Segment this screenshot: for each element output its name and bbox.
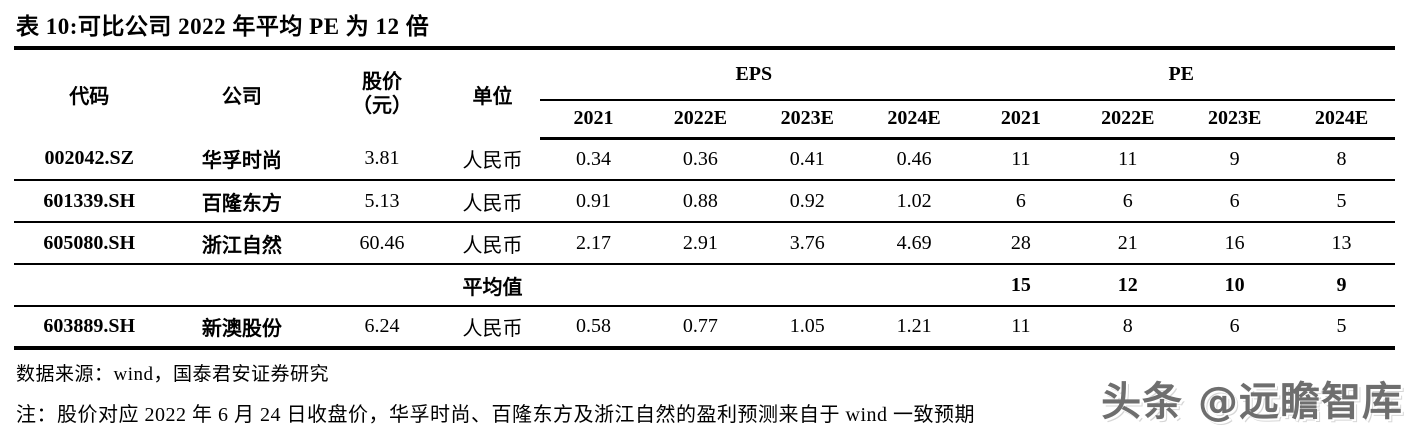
cell-code: 603889.SH (43, 315, 136, 337)
empty-cell (540, 264, 647, 307)
cell-pe-2024e: 5 (1336, 315, 1347, 337)
cell-pe-2024e: 8 (1288, 138, 1395, 181)
cell-eps-2021: 0.91 (540, 180, 647, 223)
cell-pe-2023e: 9 (1181, 138, 1289, 181)
cell-avg-pe-2024e: 9 (1288, 264, 1395, 307)
col-header-company: 公司 (221, 85, 262, 108)
cell-unit: 人民币 (462, 318, 523, 340)
empty-cell (164, 264, 320, 307)
table-row-xinao: 603889.SH 新澳股份 6.24 人民币 0.58 0.77 1.05 1… (14, 306, 1395, 348)
table-row-zhejiang: 605080.SH 浙江自然 60.46 人民币 2.17 2.91 3.76 … (14, 222, 1395, 265)
cell-pe-2022e: 11 (1074, 138, 1182, 181)
cell-pe-2024e: 13 (1288, 222, 1395, 265)
col-header-eps-2023e: 2023E (753, 100, 861, 140)
col-header-unit: 单位 (472, 85, 513, 108)
cell-eps-2024e: 4.69 (860, 222, 968, 265)
cell-eps-2023e: 1.05 (789, 315, 825, 337)
cell-company: 百隆东方 (164, 180, 320, 223)
footnote-line: 注：股价对应 2022 年 6 月 24 日收盘价，华孚时尚、百隆东方及浙江自然… (16, 404, 975, 426)
cell-avg-pe-2021: 15 (967, 264, 1075, 307)
col-header-pe-2024e: 2024E (1288, 100, 1395, 140)
cell-eps-2021: 0.34 (540, 138, 647, 181)
cell-eps-2022e: 2.91 (646, 222, 754, 265)
cell-price: 60.46 (319, 222, 445, 265)
col-header-code: 代码 (69, 85, 110, 108)
cell-unit: 人民币 (444, 138, 541, 181)
col-header-pe-2022e: 2022E (1074, 100, 1182, 140)
empty-cell (319, 264, 445, 307)
cell-pe-2023e: 6 (1181, 180, 1289, 223)
cell-pe-2021: 11 (967, 138, 1075, 181)
comparable-companies-table: 代码 公司 股价 （元） 单位 EPS PE 2021 2022E 2023E … (14, 50, 1395, 350)
cell-company: 新澳股份 (201, 318, 282, 340)
average-label: 平均值 (444, 264, 541, 307)
cell-pe-2023e: 6 (1229, 315, 1240, 337)
cell-avg-pe-2022e: 12 (1074, 264, 1182, 307)
col-header-pe-2021: 2021 (967, 100, 1075, 140)
cell-pe-2021: 28 (967, 222, 1075, 265)
cell-eps-2024e: 1.21 (896, 315, 932, 337)
empty-cell (860, 264, 968, 307)
cell-code: 605080.SH (14, 222, 165, 265)
header-year-row: 2021 2022E 2023E 2024E 2021 2022E 2023E … (14, 100, 1395, 140)
toutiao-watermark: 头条 @远瞻智库 (1101, 379, 1403, 425)
table-row-average: 平均值 15 12 10 9 (14, 264, 1395, 307)
cell-eps-2022e: 0.77 (682, 315, 718, 337)
cell-eps-2021: 0.58 (576, 315, 612, 337)
price-header-line1: 股价 (362, 71, 403, 93)
empty-cell (753, 264, 861, 307)
col-header-price: 股价 （元） (319, 50, 445, 138)
cell-company: 华孚时尚 (164, 138, 320, 181)
cell-code: 601339.SH (14, 180, 165, 223)
cell-price: 3.81 (319, 138, 445, 181)
cell-eps-2022e: 0.88 (646, 180, 754, 223)
table-row-bailong: 601339.SH 百隆东方 5.13 人民币 0.91 0.88 0.92 1… (14, 180, 1395, 223)
cell-price: 6.24 (364, 315, 400, 337)
cell-eps-2024e: 0.46 (860, 138, 968, 181)
cell-pe-2022e: 8 (1122, 315, 1133, 337)
col-header-eps-2024e: 2024E (860, 100, 968, 140)
cell-eps-2023e: 0.92 (753, 180, 861, 223)
price-header-line2: （元） (352, 95, 413, 117)
col-group-eps: EPS (540, 50, 968, 101)
empty-cell (646, 264, 754, 307)
cell-eps-2024e: 1.02 (860, 180, 968, 223)
cell-unit: 人民币 (444, 180, 541, 223)
cell-eps-2023e: 3.76 (753, 222, 861, 265)
cell-pe-2023e: 16 (1181, 222, 1289, 265)
cell-eps-2022e: 0.36 (646, 138, 754, 181)
cell-avg-pe-2023e: 10 (1181, 264, 1289, 307)
data-source-line: 数据来源：wind，国泰君安证券研究 (16, 364, 330, 385)
cell-company: 浙江自然 (164, 222, 320, 265)
cell-pe-2022e: 21 (1074, 222, 1182, 265)
col-header-eps-2021: 2021 (540, 100, 647, 140)
cell-pe-2021: 11 (1011, 315, 1031, 337)
table-row-huafu: 002042.SZ 华孚时尚 3.81 人民币 0.34 0.36 0.41 0… (14, 138, 1395, 181)
cell-pe-2024e: 5 (1288, 180, 1395, 223)
empty-cell (14, 264, 165, 307)
cell-eps-2023e: 0.41 (753, 138, 861, 181)
cell-code: 002042.SZ (14, 138, 165, 181)
cell-pe-2022e: 6 (1074, 180, 1182, 223)
col-group-pe: PE (967, 50, 1395, 101)
table-title: 表 10:可比公司 2022 年平均 PE 为 12 倍 (14, 0, 1395, 50)
col-header-pe-2023e: 2023E (1181, 100, 1289, 140)
cell-pe-2021: 6 (967, 180, 1075, 223)
col-header-eps-2022e: 2022E (646, 100, 754, 140)
cell-unit: 人民币 (444, 222, 541, 265)
header-group-row: 代码 公司 股价 （元） 单位 EPS PE (14, 50, 1395, 117)
cell-price: 5.13 (319, 180, 445, 223)
cell-eps-2021: 2.17 (540, 222, 647, 265)
